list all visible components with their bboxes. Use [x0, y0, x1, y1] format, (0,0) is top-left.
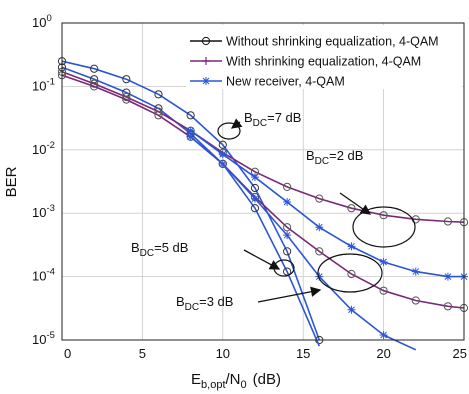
data-point: [186, 111, 195, 120]
x-tick-label: 25: [453, 346, 467, 361]
annotation-arrow: [243, 249, 281, 270]
data-point: [186, 126, 195, 135]
legend-box: [186, 25, 462, 89]
legend-entry: Without shrinking equalization, 4-QAM: [190, 35, 439, 49]
data-point: [411, 267, 420, 276]
data-point: [122, 95, 131, 104]
series-1: [57, 57, 324, 345]
legend-entry: New receiver, 4-QAM: [190, 75, 345, 89]
data-point: [283, 182, 292, 191]
x-tick-label: 15: [296, 346, 310, 361]
y-tick-label: 10-2: [32, 140, 55, 157]
data-point: [443, 272, 452, 281]
data-point: [283, 223, 292, 232]
series-line: [61, 71, 465, 223]
y-axis-label: BER: [3, 166, 20, 197]
bdc-annotation-label: BDC=7 dB: [244, 110, 301, 129]
annotation-ellipse: [317, 253, 383, 293]
x-tick-label: 20: [376, 346, 390, 361]
data-point: [283, 247, 292, 256]
data-point: [315, 272, 324, 281]
data-point: [443, 302, 453, 311]
data-point: [347, 269, 356, 279]
annotation-arrow: [339, 192, 372, 215]
annotation-ellipses: [217, 122, 416, 293]
data-point: [122, 75, 131, 84]
series-layer: [57, 57, 469, 351]
data-point: [347, 242, 356, 251]
bdc-annotation-label: BDC=2 dB: [306, 148, 363, 167]
y-tick-label: 100: [32, 13, 52, 30]
annotation-arrow: [257, 286, 322, 303]
series-6: [186, 132, 417, 351]
legend-marker: [201, 36, 211, 46]
y-tick-label: 10-3: [32, 203, 55, 220]
data-point: [218, 159, 227, 168]
x-tick-label: 0: [64, 346, 71, 361]
data-point: [379, 330, 388, 339]
data-point: [379, 211, 388, 220]
series-line: [190, 130, 464, 278]
legend-label: Without shrinking equalization, 4-QAM: [226, 35, 439, 49]
data-point: [283, 198, 292, 207]
series-4: [57, 71, 469, 313]
data-point: [411, 296, 420, 305]
y-tick-labels: 100 10-1 10-2 10-3 10-4 10-5: [32, 13, 55, 347]
bdc-annotation-label: BDC=3 dB: [176, 294, 233, 313]
legend-marker: [202, 57, 210, 65]
data-point: [90, 79, 99, 88]
plot-frame: [61, 22, 465, 341]
data-point: [218, 150, 227, 159]
y-tick-label: 10-4: [32, 267, 55, 284]
annotation-arrows: [230, 118, 372, 303]
data-point: [218, 140, 227, 149]
data-point: [90, 64, 99, 73]
data-point: [379, 286, 388, 295]
data-point: [250, 173, 259, 182]
series-line: [61, 60, 321, 341]
data-point: [186, 132, 195, 141]
data-point: [250, 194, 259, 203]
data-point: [154, 90, 163, 99]
y-tick-label: 10-5: [32, 330, 55, 347]
legend-label: New receiver, 4-QAM: [226, 75, 345, 89]
data-point: [250, 204, 260, 213]
data-point: [379, 257, 388, 266]
data-point: [122, 92, 131, 102]
data-point: [315, 247, 324, 256]
data-point: [283, 231, 292, 240]
legend-marker: [202, 77, 210, 85]
data-point: [347, 305, 356, 314]
data-point: [315, 223, 324, 232]
legend-label: With shrinking equalization, 4-QAM: [226, 55, 421, 69]
legend: Without shrinking equalization, 4-QAM Wit…: [186, 25, 462, 89]
annotation-ellipse: [217, 122, 241, 140]
x-tick-label: 10: [216, 346, 230, 361]
data-point: [250, 183, 260, 193]
y-tick-label: 10-1: [32, 76, 55, 93]
series-line: [190, 136, 417, 351]
data-point: [347, 204, 356, 213]
annotation-ellipse: [352, 206, 416, 248]
series-line: [61, 74, 465, 309]
bdc-annotation-label: BDC=5 dB: [131, 240, 188, 259]
data-point: [154, 111, 163, 120]
data-point: [90, 82, 99, 91]
x-axis-label: Eb,opt/N0 (dB): [191, 371, 281, 391]
data-point: [443, 217, 453, 226]
x-tick-labels: 0 5 10 15 20 25: [64, 346, 467, 361]
legend-entry: With shrinking equalization, 4-QAM: [190, 55, 421, 69]
annotation-labels: BDC=7 dB BDC=2 dB BDC=5 dB BDC=3 dB: [131, 110, 363, 313]
annotation-arrow: [230, 118, 243, 129]
data-point: [315, 194, 324, 203]
x-tick-label: 5: [139, 346, 146, 361]
